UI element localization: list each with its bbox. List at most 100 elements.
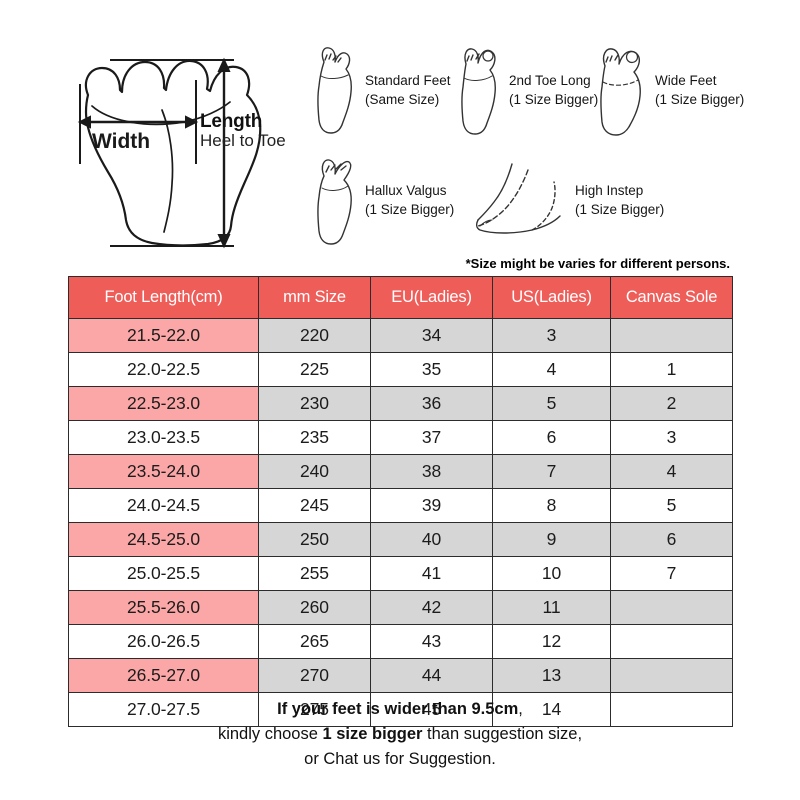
table-cell: 265 (258, 624, 371, 659)
foot-type-high-instep: High Instep (1 Size Bigger) (470, 160, 664, 240)
footer-line-2: kindly choose 1 size bigger than suggest… (0, 722, 800, 747)
table-cell: 39 (370, 488, 493, 523)
foot-type-standard-text: Standard Feet (Same Size) (365, 71, 451, 109)
table-cell: 23.0-23.5 (68, 420, 259, 455)
foot-outline-hallux-valgus-icon (308, 152, 356, 248)
footer-line-1-bold: If your feet is wider than 9.5cm (277, 700, 519, 718)
table-cell: 26.0-26.5 (68, 624, 259, 659)
table-cell: 38 (370, 454, 493, 489)
table-cell: 26.5-27.0 (68, 658, 259, 693)
length-measure-labels: Length Heel to Toe (200, 111, 286, 151)
footer-line-3: or Chat us for Suggestion. (304, 750, 496, 769)
foot-type-hallux-valgus: Hallux Valgus (1 Size Bigger) (308, 152, 454, 248)
table-cell: 2 (610, 386, 733, 421)
foot-type-wide-name: Wide Feet (655, 72, 717, 88)
table-row: 26.5-27.0 270 44 13 (68, 658, 733, 693)
foot-outline-wide-icon (592, 42, 646, 138)
table-cell: 6 (492, 420, 611, 455)
table-cell: 41 (370, 556, 493, 591)
table-cell (610, 590, 733, 625)
foot-type-second-toe-long: 2nd Toe Long (1 Size Bigger) (452, 42, 598, 138)
foot-type-standard-name: Standard Feet (365, 72, 451, 88)
table-cell (610, 318, 733, 353)
column-header-foot-length: Foot Length(cm) (68, 276, 259, 319)
size-table-body: 21.5-22.0 220 34 3 22.0-22.5 225 35 4 1 22.5-23.0… (68, 318, 733, 727)
table-header-row: Foot Length(cm) mm Size EU(Ladies) US(La… (68, 276, 733, 319)
foot-type-high-instep-name: High Instep (575, 182, 644, 198)
table-cell: 255 (258, 556, 371, 591)
foot-type-wide-note: (1 Size Bigger) (655, 92, 745, 107)
foot-type-hallux-valgus-note: (1 Size Bigger) (365, 202, 455, 217)
table-cell: 40 (370, 522, 493, 557)
table-cell: 5 (492, 386, 611, 421)
table-row: 21.5-22.0 220 34 3 (68, 318, 733, 353)
table-cell: 225 (258, 352, 371, 387)
table-cell: 250 (258, 522, 371, 557)
table-cell: 3 (492, 318, 611, 353)
table-row: 23.5-24.0 240 38 7 4 (68, 454, 733, 489)
column-header-canvas-sole: Canvas Sole (610, 276, 733, 319)
table-row: 22.0-22.5 225 35 4 1 (68, 352, 733, 387)
table-cell: 245 (258, 488, 371, 523)
heel-to-toe-label-text: Heel to Toe (200, 131, 286, 151)
foot-side-high-instep-icon (470, 160, 566, 240)
size-variance-note: *Size might be varies for different pers… (465, 256, 730, 271)
foot-type-second-toe-name: 2nd Toe Long (509, 72, 591, 88)
table-cell: 12 (492, 624, 611, 659)
table-cell: 13 (492, 658, 611, 693)
table-cell: 43 (370, 624, 493, 659)
foot-type-wide: Wide Feet (1 Size Bigger) (592, 42, 744, 138)
footer-line-2-post: than suggestion size, (422, 725, 583, 744)
table-cell: 24.0-24.5 (68, 488, 259, 523)
foot-type-high-instep-note: (1 Size Bigger) (575, 202, 665, 217)
column-header-mm-size: mm Size (258, 276, 371, 319)
table-row: 26.0-26.5 265 43 12 (68, 624, 733, 659)
foot-type-wide-text: Wide Feet (1 Size Bigger) (655, 71, 744, 109)
width-label: Width (92, 130, 150, 153)
table-cell: 23.5-24.0 (68, 454, 259, 489)
table-cell (610, 692, 733, 727)
column-header-us-ladies: US(Ladies) (492, 276, 611, 319)
table-cell: 5 (610, 488, 733, 523)
table-cell: 7 (610, 556, 733, 591)
table-cell: 235 (258, 420, 371, 455)
diagram-area: Width Length Heel to Toe Standard Feet (… (0, 0, 800, 252)
foot-type-hallux-valgus-name: Hallux Valgus (365, 182, 447, 198)
footer-advice-note: If your feet is wider than 9.5cm, kindly… (0, 697, 800, 772)
table-cell: 34 (370, 318, 493, 353)
table-row: 25.5-26.0 260 42 11 (68, 590, 733, 625)
foot-type-hallux-valgus-text: Hallux Valgus (1 Size Bigger) (365, 181, 454, 219)
table-cell: 44 (370, 658, 493, 693)
table-row: 24.0-24.5 245 39 8 5 (68, 488, 733, 523)
table-cell: 21.5-22.0 (68, 318, 259, 353)
footer-line-2-pre: kindly choose (217, 725, 323, 744)
table-cell: 3 (610, 420, 733, 455)
table-cell: 6 (610, 522, 733, 557)
table-cell: 35 (370, 352, 493, 387)
table-row: 27.0-27.5 275 45 14 (68, 692, 733, 727)
table-cell: 220 (258, 318, 371, 353)
table-cell: 37 (370, 420, 493, 455)
table-cell: 260 (258, 590, 371, 625)
table-row: 25.0-25.5 255 41 10 7 (68, 556, 733, 591)
table-cell: 42 (370, 590, 493, 625)
size-chart-table: Foot Length(cm) mm Size EU(Ladies) US(La… (68, 276, 733, 727)
size-table-head: Foot Length(cm) mm Size EU(Ladies) US(La… (68, 276, 733, 319)
table-row: 23.0-23.5 235 37 6 3 (68, 420, 733, 455)
table-cell (610, 658, 733, 693)
table-cell: 14 (492, 692, 611, 727)
size-table-container: Foot Length(cm) mm Size EU(Ladies) US(La… (68, 276, 733, 727)
foot-type-second-toe-text: 2nd Toe Long (1 Size Bigger) (509, 71, 598, 109)
table-cell: 10 (492, 556, 611, 591)
length-label-text: Length (200, 111, 263, 132)
table-cell: 4 (492, 352, 611, 387)
table-cell: 22.5-23.0 (68, 386, 259, 421)
table-cell (610, 624, 733, 659)
table-row: 24.5-25.0 250 40 9 6 (68, 522, 733, 557)
foot-type-second-toe-note: (1 Size Bigger) (509, 92, 599, 107)
table-cell: 7 (492, 454, 611, 489)
table-cell: 240 (258, 454, 371, 489)
footer-line-1-tail: , (518, 700, 523, 718)
foot-type-standard-note: (Same Size) (365, 92, 440, 107)
table-cell: 4 (610, 454, 733, 489)
